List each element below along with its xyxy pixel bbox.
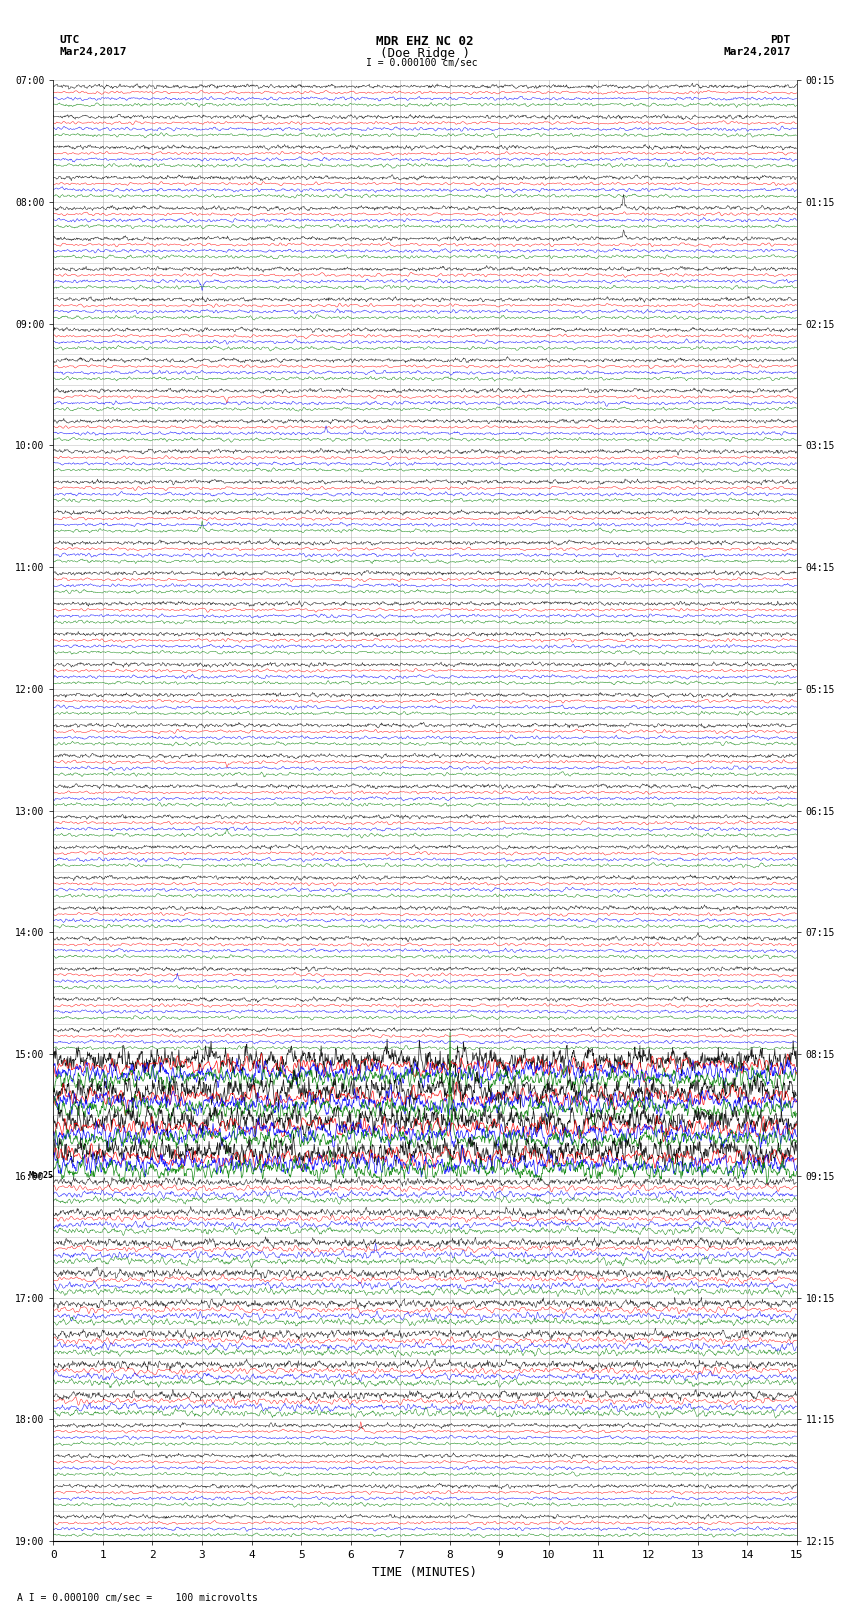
X-axis label: TIME (MINUTES): TIME (MINUTES) xyxy=(372,1566,478,1579)
Text: Mar24,2017: Mar24,2017 xyxy=(60,47,127,56)
Text: A I = 0.000100 cm/sec =    100 microvolts: A I = 0.000100 cm/sec = 100 microvolts xyxy=(17,1594,258,1603)
Text: Mar24,2017: Mar24,2017 xyxy=(723,47,791,56)
Text: PDT: PDT xyxy=(770,35,790,45)
Text: (Doe Ridge ): (Doe Ridge ) xyxy=(380,47,470,60)
Text: MDR EHZ NC 02: MDR EHZ NC 02 xyxy=(377,35,473,48)
Text: UTC: UTC xyxy=(60,35,80,45)
Text: I = 0.000100 cm/sec: I = 0.000100 cm/sec xyxy=(366,58,477,68)
Text: Mar25: Mar25 xyxy=(29,1171,54,1181)
